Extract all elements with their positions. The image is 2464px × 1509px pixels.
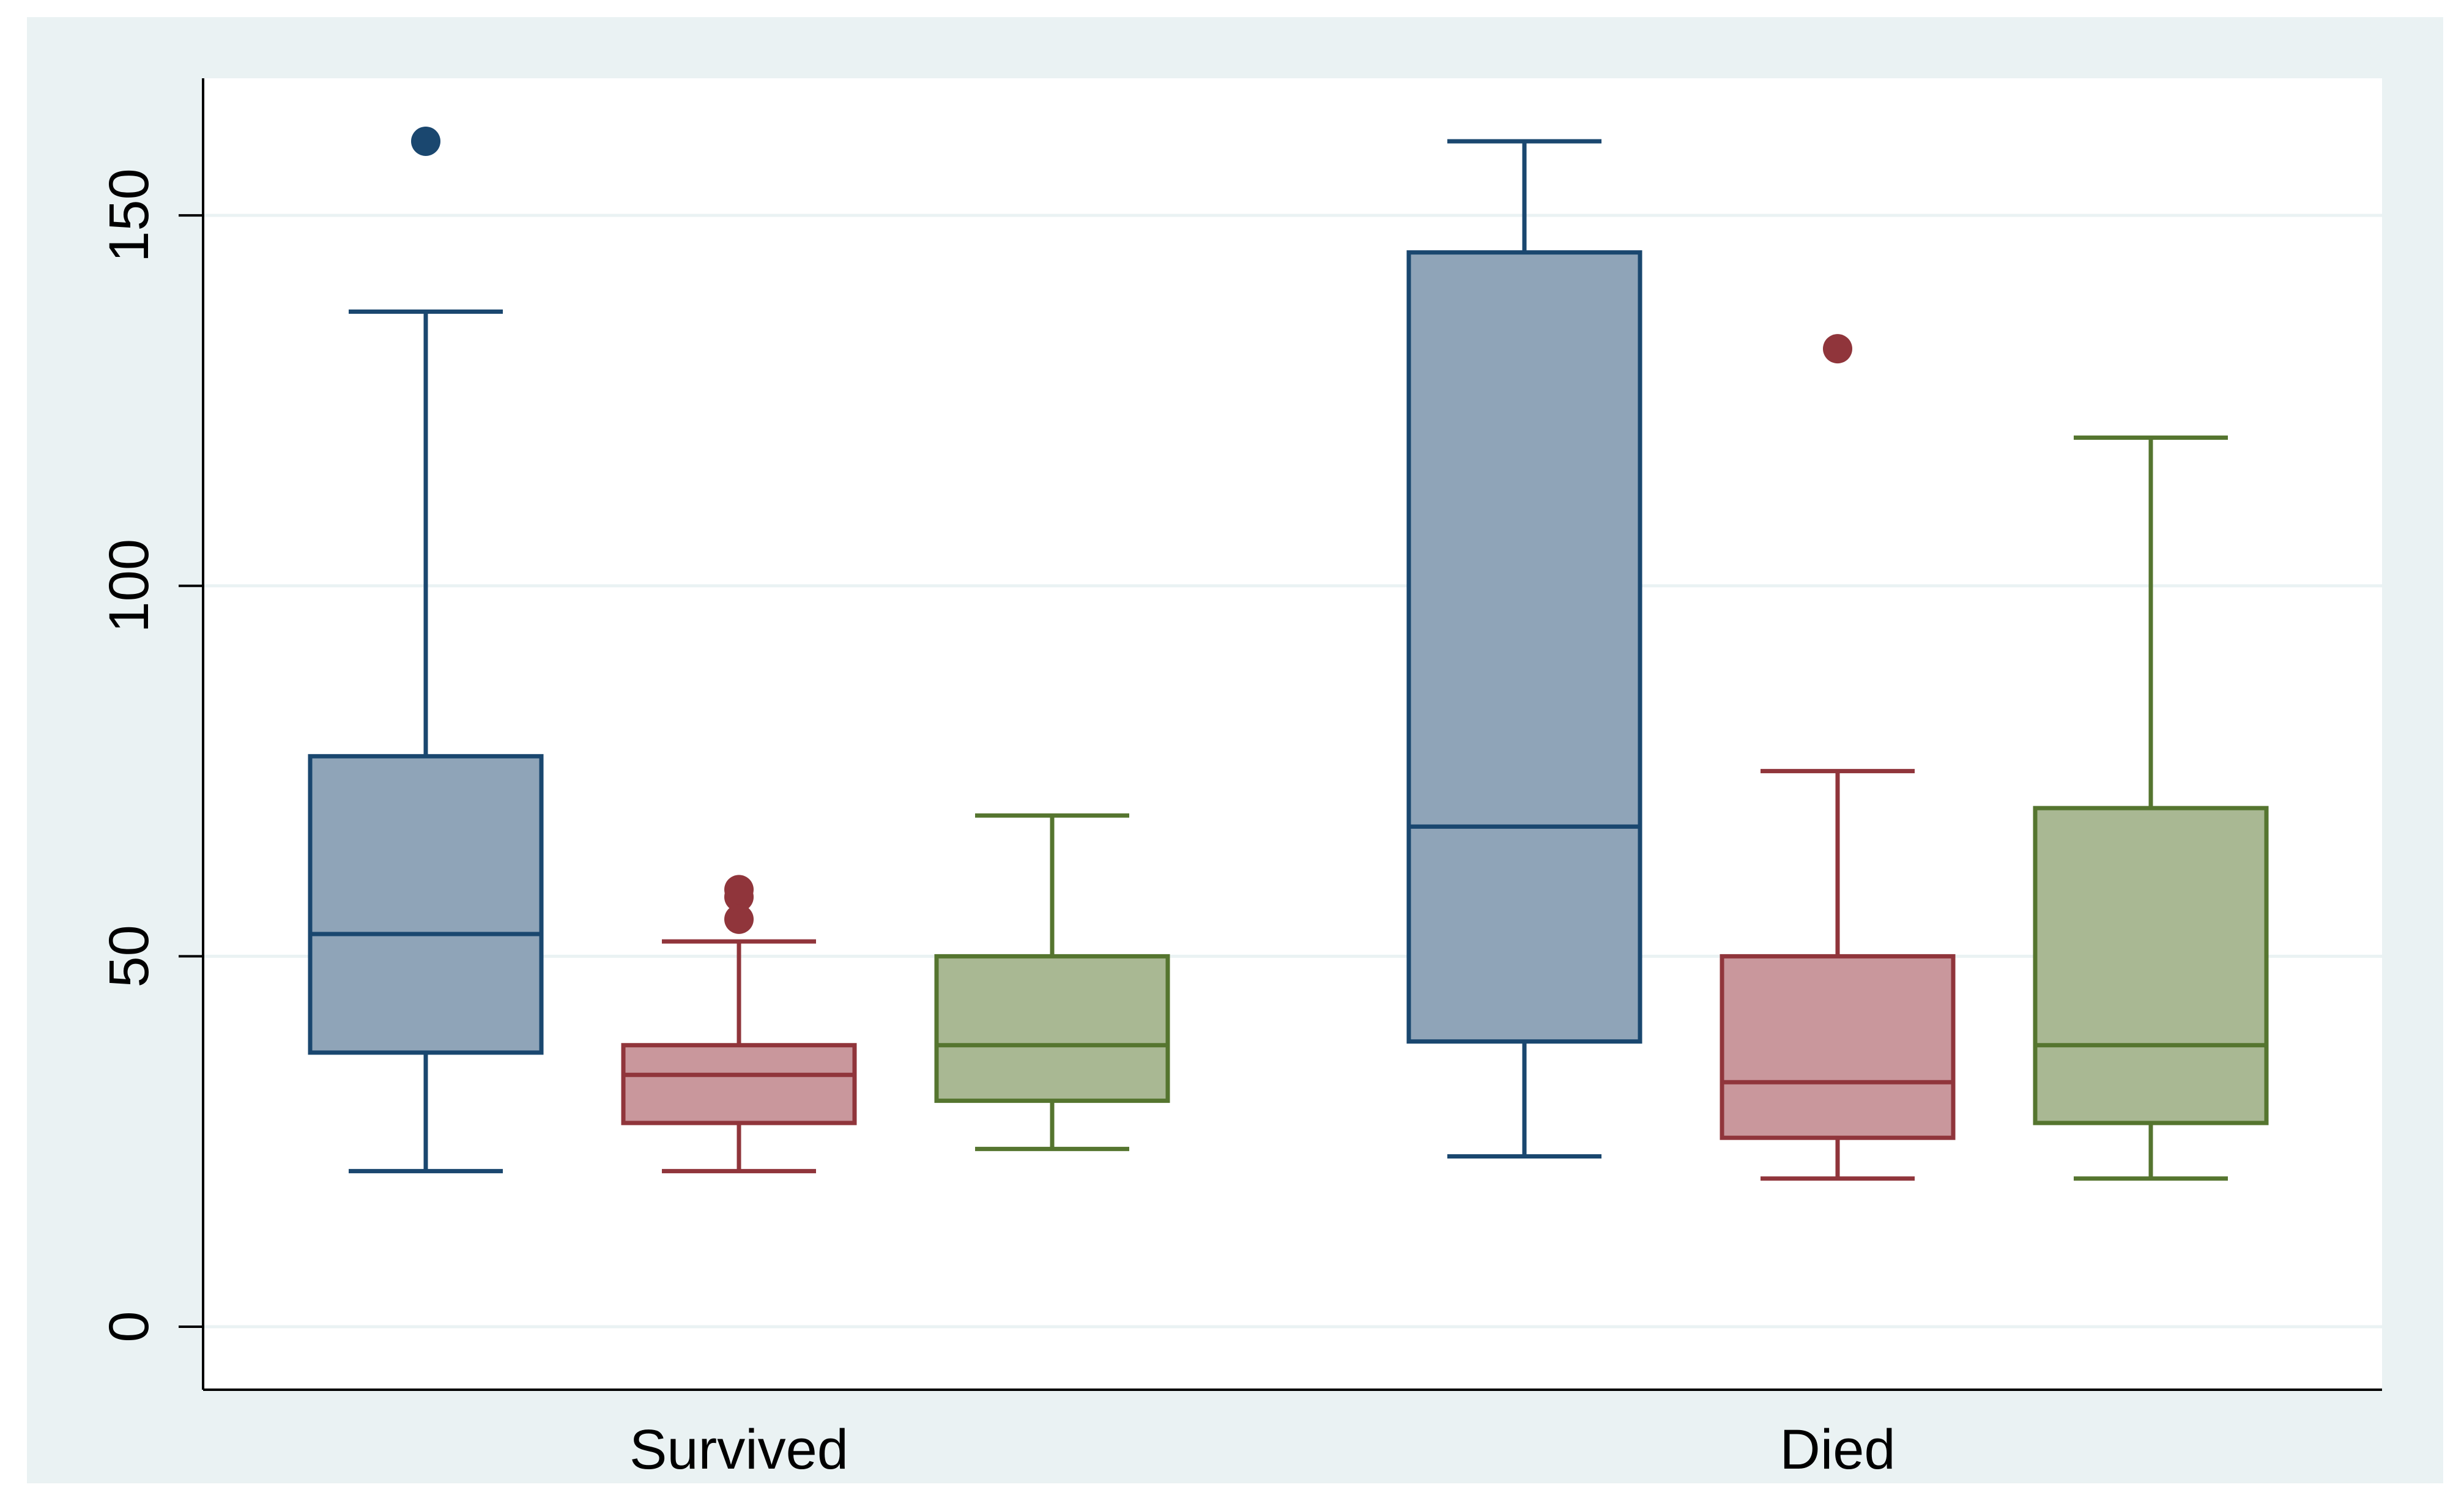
box-survived-series-1 [308, 126, 544, 1174]
box-died-series-3-iqr-box [2033, 806, 2269, 1125]
x-category-label-survived: Survived [629, 1418, 848, 1481]
y-tick-label-50: 50 [98, 925, 160, 987]
y-axis-ticks: 0 50 100 150 [98, 168, 203, 1343]
plot-area [203, 78, 2382, 1390]
box-died-series-2-iqr-box [1720, 954, 1956, 1140]
box-survived-series-3-iqr-box [934, 954, 1170, 1103]
box-survived-series-2-outlier-0 [724, 904, 754, 934]
box-survived-series-2 [621, 875, 857, 1174]
y-tick-label-100: 100 [98, 539, 160, 633]
box-died-series-2 [1720, 334, 1956, 1181]
box-survived-series-1-iqr-box [308, 754, 544, 1055]
box-died-series-1-iqr-box [1406, 250, 1642, 1044]
y-tick-label-0: 0 [98, 1311, 160, 1342]
box-died-series-1 [1406, 139, 1642, 1159]
x-axis-labels: Survived Died [629, 1418, 1896, 1481]
gridlines [203, 213, 2382, 1329]
x-category-label-died: Died [1779, 1418, 1895, 1481]
box-survived-series-3 [934, 813, 1170, 1151]
box-survived-series-2-iqr-box [621, 1043, 857, 1125]
box-survived-series-2-outlier-2 [724, 875, 754, 905]
y-tick-label-150: 150 [98, 168, 160, 262]
box-died-series-3 [2033, 435, 2269, 1181]
box-survived-series-1-outlier-0 [411, 126, 440, 156]
box-died-series-2-outlier-0 [1823, 334, 1852, 364]
boxes [308, 126, 2269, 1181]
